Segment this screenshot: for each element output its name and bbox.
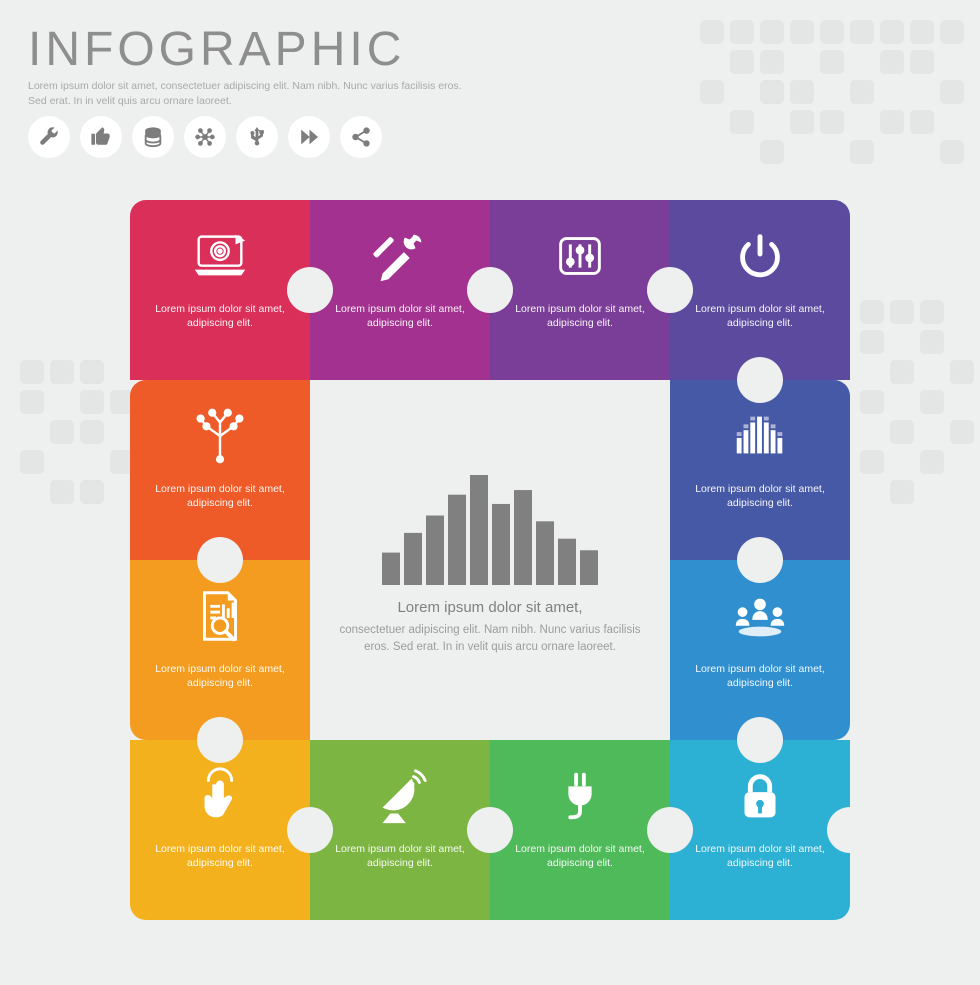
lock-icon: [729, 756, 791, 836]
piece-text: Lorem ipsum dolor sit amet, adipiscing e…: [684, 662, 836, 690]
satellite-dish-icon: [369, 756, 431, 836]
wrench-icon: [28, 116, 70, 158]
piece-text: Lorem ipsum dolor sit amet, adipiscing e…: [504, 842, 656, 870]
puzzle-piece: Lorem ipsum dolor sit amet, adipiscing e…: [670, 380, 850, 560]
piece-text: Lorem ipsum dolor sit amet, adipiscing e…: [144, 842, 296, 870]
laptop-target-icon: [189, 216, 251, 296]
equalizer-bars-icon: [729, 396, 791, 476]
puzzle-piece: Lorem ipsum dolor sit amet, adipiscing e…: [490, 740, 670, 920]
puzzle-piece: Lorem ipsum dolor sit amet, adipiscing e…: [130, 200, 310, 380]
puzzle-piece: Lorem ipsum dolor sit amet, adipiscing e…: [130, 560, 310, 740]
puzzle-piece: Lorem ipsum dolor sit amet, adipiscing e…: [130, 380, 310, 560]
page-subtitle: Lorem ipsum dolor sit amet, consectetuer…: [28, 79, 468, 108]
piece-text: Lorem ipsum dolor sit amet, adipiscing e…: [684, 302, 836, 330]
power-icon: [729, 216, 791, 296]
fast-forward-icon: [288, 116, 330, 158]
puzzle-piece: Lorem ipsum dolor sit amet, adipiscing e…: [310, 740, 490, 920]
piece-text: Lorem ipsum dolor sit amet, adipiscing e…: [144, 662, 296, 690]
puzzle-piece: Lorem ipsum dolor sit amet, adipiscing e…: [490, 200, 670, 380]
center-title: Lorem ipsum dolor sit amet,: [397, 599, 582, 616]
center-panel: Lorem ipsum dolor sit amet, consectetuer…: [310, 380, 670, 740]
piece-text: Lorem ipsum dolor sit amet, adipiscing e…: [144, 482, 296, 510]
piece-text: Lorem ipsum dolor sit amet, adipiscing e…: [684, 842, 836, 870]
people-network-icon: [729, 576, 791, 656]
puzzle-piece: Lorem ipsum dolor sit amet, adipiscing e…: [670, 200, 850, 380]
header-icon-row: [28, 116, 382, 158]
share-icon: [340, 116, 382, 158]
puzzle-piece: Lorem ipsum dolor sit amet, adipiscing e…: [670, 740, 850, 920]
circuit-tree-icon: [189, 396, 251, 476]
tools-icon: [369, 216, 431, 296]
touch-pointer-icon: [189, 756, 251, 836]
header: INFOGRAPHIC Lorem ipsum dolor sit amet, …: [28, 22, 468, 108]
puzzle-piece: Lorem ipsum dolor sit amet, adipiscing e…: [130, 740, 310, 920]
plug-icon: [549, 756, 611, 836]
puzzle-piece: Lorem ipsum dolor sit amet, adipiscing e…: [670, 560, 850, 740]
thumbs-up-icon: [80, 116, 122, 158]
piece-text: Lorem ipsum dolor sit amet, adipiscing e…: [684, 482, 836, 510]
network-icon: [184, 116, 226, 158]
database-icon: [132, 116, 174, 158]
piece-text: Lorem ipsum dolor sit amet, adipiscing e…: [324, 842, 476, 870]
equalizer-sliders-icon: [549, 216, 611, 296]
center-body: consectetuer adipiscing elit. Nam nibh. …: [338, 622, 642, 655]
puzzle-frame: Lorem ipsum dolor sit amet, adipiscing e…: [130, 200, 850, 920]
piece-text: Lorem ipsum dolor sit amet, adipiscing e…: [144, 302, 296, 330]
piece-text: Lorem ipsum dolor sit amet, adipiscing e…: [324, 302, 476, 330]
document-search-icon: [189, 576, 251, 656]
puzzle-piece: Lorem ipsum dolor sit amet, adipiscing e…: [310, 200, 490, 380]
page-title: INFOGRAPHIC: [28, 22, 468, 77]
piece-text: Lorem ipsum dolor sit amet, adipiscing e…: [504, 302, 656, 330]
center-bar-chart-icon: [380, 465, 600, 585]
usb-icon: [236, 116, 278, 158]
